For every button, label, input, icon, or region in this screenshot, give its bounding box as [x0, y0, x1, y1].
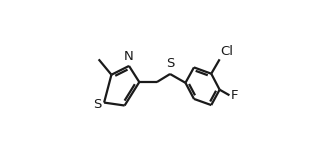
Text: S: S: [93, 98, 101, 111]
Text: N: N: [124, 50, 134, 63]
Text: S: S: [166, 57, 174, 70]
Text: F: F: [231, 89, 238, 102]
Text: Cl: Cl: [220, 45, 233, 58]
